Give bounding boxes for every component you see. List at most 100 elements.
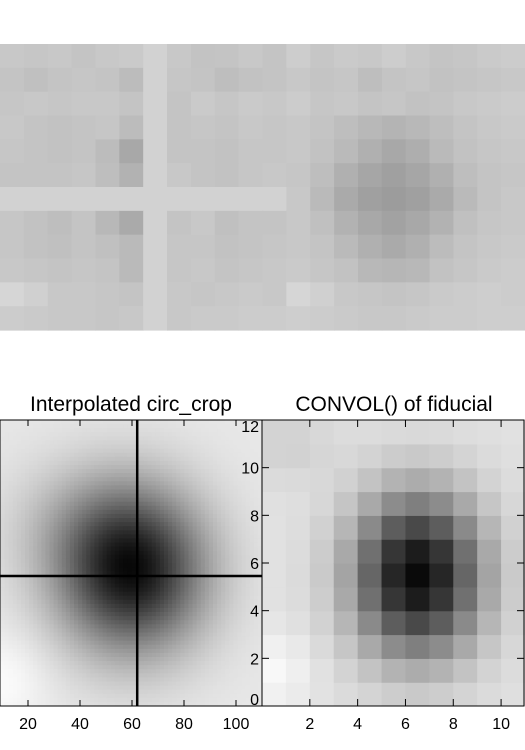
left-pixel bbox=[74, 665, 79, 670]
top-pixel bbox=[429, 234, 455, 260]
left-pixel bbox=[229, 460, 234, 466]
left-pixel bbox=[82, 673, 87, 678]
left-pixel bbox=[225, 452, 230, 458]
left-pixel bbox=[204, 567, 210, 572]
left-pixel bbox=[180, 628, 185, 634]
left-pixel bbox=[53, 481, 59, 486]
left-pixel bbox=[147, 693, 153, 699]
left-pixel bbox=[57, 481, 63, 486]
left-pixel bbox=[65, 563, 71, 568]
left-pixel bbox=[74, 432, 79, 437]
left-pixel bbox=[196, 460, 202, 466]
left-pixel bbox=[102, 432, 108, 437]
left-pixel bbox=[37, 493, 42, 499]
left-pixel bbox=[123, 477, 128, 482]
left-pixel bbox=[192, 432, 198, 437]
left-pixel bbox=[65, 501, 71, 507]
left-pixel bbox=[229, 685, 234, 691]
left-pixel bbox=[94, 685, 100, 691]
left-pixel bbox=[155, 518, 161, 523]
left-pixel bbox=[123, 591, 128, 597]
left-pixel bbox=[53, 628, 59, 634]
left-pixel bbox=[151, 444, 157, 450]
left-pixel bbox=[139, 436, 145, 442]
left-pixel bbox=[78, 477, 83, 482]
left-pixel bbox=[155, 452, 161, 458]
left-pixel bbox=[61, 665, 67, 670]
left-pixel bbox=[245, 558, 251, 564]
left-pixel bbox=[221, 607, 226, 613]
left-pixel bbox=[90, 599, 96, 605]
left-pixel bbox=[139, 652, 145, 658]
left-pixel bbox=[4, 693, 10, 699]
left-pixel bbox=[110, 477, 116, 482]
left-pixel bbox=[217, 460, 222, 466]
left-pixel bbox=[184, 620, 190, 625]
left-pixel bbox=[8, 546, 14, 552]
left-pixel bbox=[94, 587, 100, 593]
left-pixel bbox=[155, 469, 161, 474]
left-pixel bbox=[102, 587, 108, 593]
left-pixel bbox=[61, 579, 67, 585]
left-pixel bbox=[82, 546, 87, 552]
left-pixel bbox=[114, 473, 120, 478]
left-pixel bbox=[25, 501, 30, 507]
left-pixel bbox=[225, 665, 230, 670]
top-pixel bbox=[238, 44, 264, 69]
left-pixel bbox=[0, 697, 6, 703]
left-pixel bbox=[98, 673, 104, 678]
left-pixel bbox=[114, 542, 120, 548]
left-pixel bbox=[151, 628, 157, 634]
left-pixel bbox=[37, 632, 42, 638]
left-pixel bbox=[8, 460, 14, 466]
left-pixel bbox=[119, 530, 124, 535]
left-pixel bbox=[102, 579, 108, 585]
left-pixel bbox=[221, 693, 226, 699]
left-pixel bbox=[110, 575, 116, 580]
left-pixel bbox=[86, 644, 91, 650]
left-pixel bbox=[180, 501, 185, 507]
left-pixel bbox=[221, 673, 226, 678]
left-pixel bbox=[151, 473, 157, 478]
left-pixel bbox=[123, 579, 128, 585]
left-pixel bbox=[33, 612, 38, 617]
left-pixel bbox=[0, 595, 6, 601]
left-pixel bbox=[208, 640, 214, 646]
left-pixel bbox=[245, 546, 251, 552]
left-pixel bbox=[25, 563, 30, 568]
left-pixel bbox=[114, 509, 120, 515]
top-pixel bbox=[357, 67, 383, 93]
left-pixel bbox=[168, 456, 173, 462]
left-pixel bbox=[139, 526, 145, 531]
left-pixel bbox=[8, 558, 14, 564]
left-pixel bbox=[249, 522, 255, 527]
left-pixel bbox=[245, 701, 251, 706]
left-pixel bbox=[184, 603, 190, 609]
left-pixel bbox=[90, 554, 96, 560]
left-pixel bbox=[119, 448, 124, 454]
left-pixel bbox=[98, 587, 104, 593]
left-pixel bbox=[94, 567, 100, 572]
left-pixel bbox=[225, 464, 230, 470]
top-pixel bbox=[429, 282, 455, 307]
left-pixel bbox=[217, 477, 222, 482]
left-pixel bbox=[143, 428, 149, 433]
left-pixel bbox=[208, 456, 214, 462]
top-pixel bbox=[143, 91, 168, 117]
left-pixel bbox=[106, 456, 112, 462]
left-pixel bbox=[168, 493, 173, 499]
left-pixel bbox=[69, 489, 75, 495]
left-pixel bbox=[45, 648, 51, 654]
left-pixel bbox=[188, 501, 194, 507]
left-pixel bbox=[49, 677, 55, 683]
left-pixel bbox=[225, 489, 230, 495]
left-pixel bbox=[237, 644, 243, 650]
left-pixel bbox=[90, 583, 96, 589]
left-pixel bbox=[49, 612, 55, 617]
left-pixel bbox=[49, 620, 55, 625]
left-pixel bbox=[151, 583, 157, 589]
left-pixel bbox=[221, 440, 226, 446]
left-pixel bbox=[143, 685, 149, 691]
left-pixel bbox=[123, 681, 128, 687]
left-pixel bbox=[69, 444, 75, 450]
